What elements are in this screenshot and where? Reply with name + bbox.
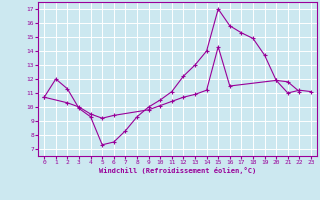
X-axis label: Windchill (Refroidissement éolien,°C): Windchill (Refroidissement éolien,°C) <box>99 167 256 174</box>
